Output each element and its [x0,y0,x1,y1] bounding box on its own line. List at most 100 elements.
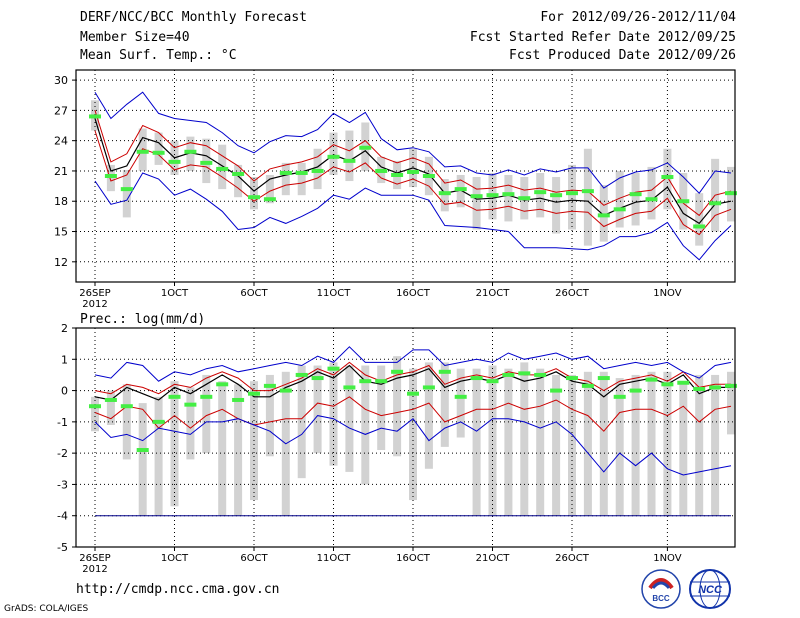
ensemble-marker [581,383,594,388]
ensemble-marker [89,404,101,409]
ensemble-marker [661,175,674,180]
spread-box [504,174,513,222]
ensemble-marker [566,376,578,381]
ensemble-marker [407,391,419,396]
spread-box [329,132,338,175]
fcst-produced-date: Fcst Produced Date 2012/09/26 [509,48,736,63]
ensemble-marker [518,196,531,201]
ensemble-marker [263,383,276,388]
spread-box [122,384,131,460]
ensemble-marker [184,149,197,154]
spread-box [599,185,608,242]
spread-box [615,378,624,516]
x-tick-label: 26SEP [79,553,110,564]
y-tick-label: 12 [54,256,68,269]
x-tick-label: 6OCT [240,288,268,299]
x-tick-label: 21OCT [476,553,511,564]
ensemble-marker [534,190,547,195]
series-line-lower_outer [94,415,732,476]
ensemble-marker [327,154,340,159]
ensemble-marker [104,397,117,402]
spread-box [631,172,640,226]
ensemble-marker [629,388,642,393]
ensemble-marker [279,170,292,175]
plot-frame [75,69,736,283]
ensemble-marker [120,187,133,192]
ensemble-marker [311,168,324,173]
spread-box [345,130,354,182]
ensemble-marker [534,372,547,377]
spread-box [202,138,211,184]
ensemble-marker [89,114,101,119]
series-line-mean [94,118,732,225]
y-tick-label: -1 [57,416,68,429]
y-tick-label: 2 [61,322,68,335]
series-line-upper_inner [94,110,732,217]
ensemble-marker [613,394,626,399]
x-tick-label: 1NOV [653,553,682,564]
series-line-lower_inner [94,130,732,236]
spread-box [568,164,576,230]
ensemble-marker [661,382,674,387]
series-line-upper_outer [94,346,732,382]
spread-box [170,381,179,507]
spread-box [218,144,227,190]
ensemble-marker [136,448,149,453]
y-tick-label: -3 [57,478,68,491]
spread-box [727,371,735,435]
spread-box [695,374,704,516]
ensemble-marker [248,391,260,396]
ensemble-marker [279,388,292,393]
spread-box [218,381,227,516]
ensemble-marker [232,397,245,402]
spread-box [536,368,545,516]
spread-box [377,365,386,451]
ensemble-marker [248,195,260,200]
source-url[interactable]: http://cmdp.ncc.cma.gov.cn [76,582,280,597]
ensemble-marker [136,149,149,154]
ensemble-marker [709,201,722,206]
ensemble-marker [725,191,737,196]
x-tick-label: 1NOV [653,288,682,299]
spread-box [265,374,274,457]
ensemble-marker [677,199,690,204]
ncc-logo-text: NCC [698,584,723,596]
spread-box [234,164,243,198]
ensemble-marker [613,207,626,212]
bcc-logo-text: BCC [652,594,670,603]
ensemble-marker [581,189,594,194]
spread-box [138,403,147,516]
ensemble-marker [502,372,515,377]
fcst-started-date: Fcst Started Refer Date 2012/09/25 [469,30,736,45]
x-tick-label: 21OCT [476,288,511,299]
ensemble-marker [343,385,356,390]
ensemble-marker [168,159,181,164]
plot-frame [75,327,736,548]
spread-box [504,368,513,516]
spread-box [440,179,449,212]
x-tick-label: 11OCT [317,288,352,299]
ensemble-marker [454,394,467,399]
ensemble-marker [550,388,563,393]
spread-box [536,172,545,218]
ensemble-marker [343,158,356,163]
spread-box [281,162,290,196]
ensemble-marker [120,404,133,409]
x-tick-label: 6OCT [240,553,268,564]
y-tick-label: 0 [61,385,68,398]
y-tick-label: 18 [54,195,68,208]
spread-box [122,169,131,218]
x-tick-label: 26OCT [555,288,590,299]
ensemble-marker [391,369,404,374]
spread-box [409,368,417,501]
ensemble-marker [645,197,658,202]
ensemble-marker [693,387,706,392]
ensemble-marker [438,191,451,196]
spread-box [91,396,99,432]
ensemble-marker [693,224,706,229]
ensemble-marker [677,380,690,385]
y-tick-label: -2 [57,447,68,460]
y-tick-label: 24 [54,135,68,148]
ensemble-marker [295,170,308,175]
